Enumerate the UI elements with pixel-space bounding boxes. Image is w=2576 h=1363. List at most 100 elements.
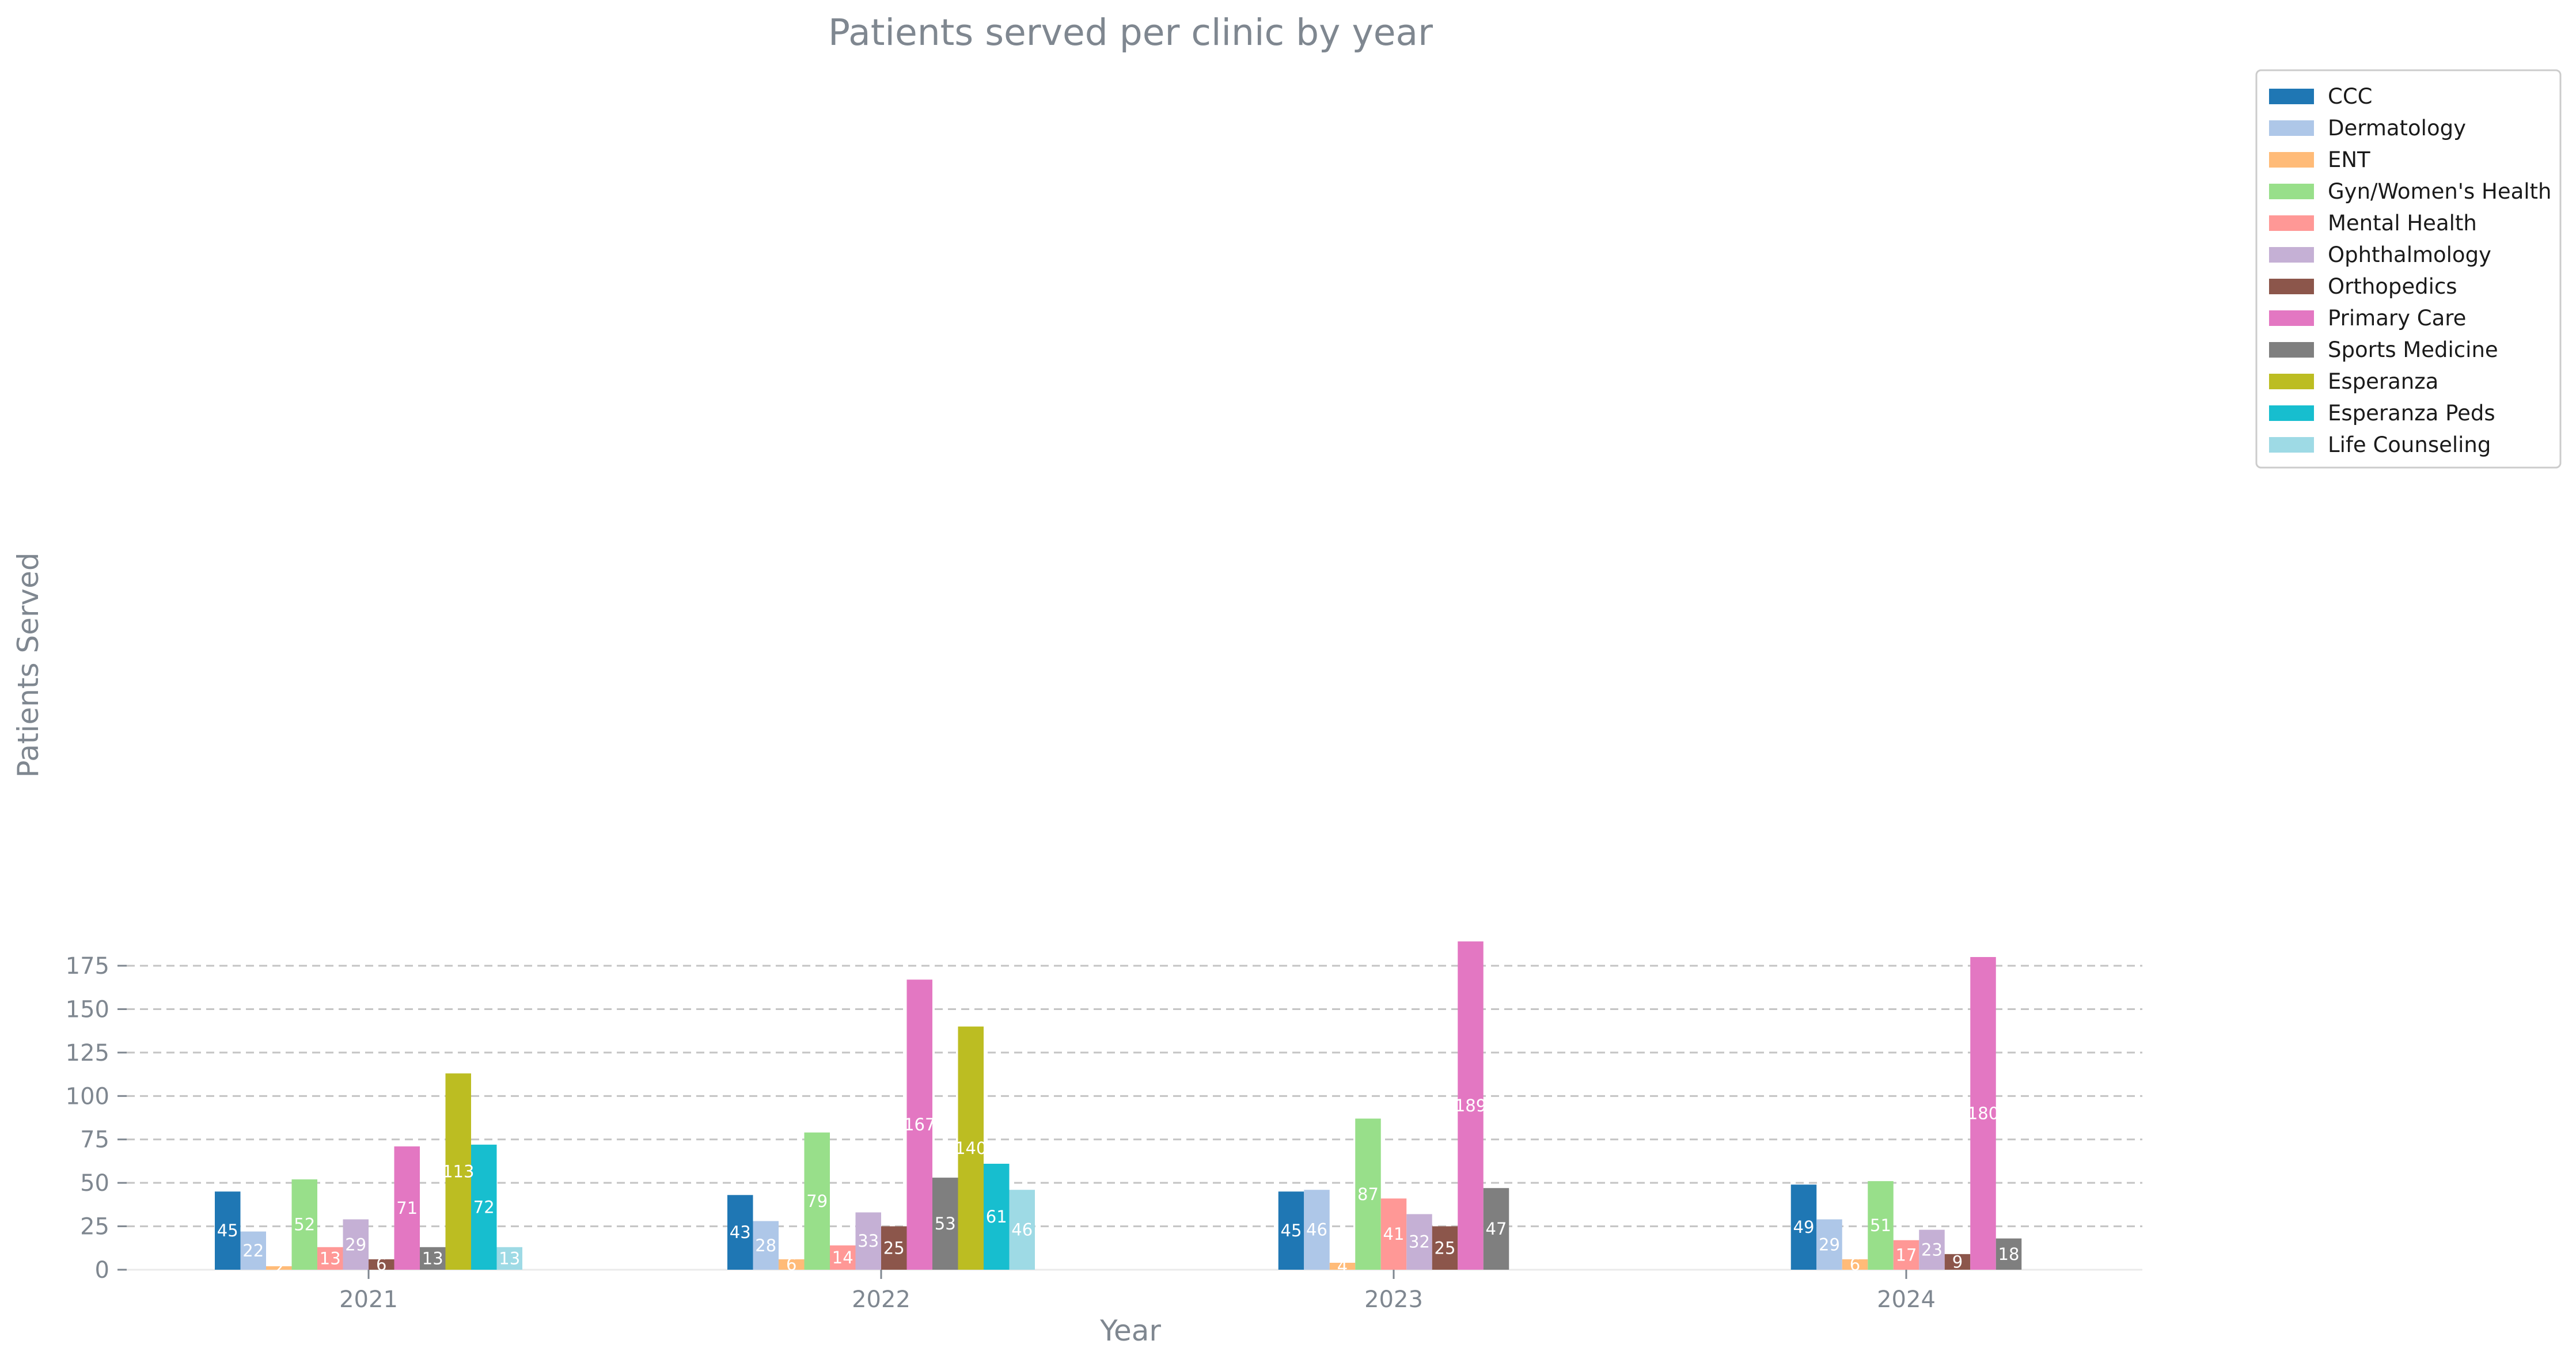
x-tick-label: 2022 <box>852 1286 910 1313</box>
data-label: 46 <box>1306 1220 1327 1240</box>
data-label: 23 <box>1921 1240 1943 1259</box>
y-tick-label: 100 <box>66 1083 109 1110</box>
bar <box>420 1247 446 1270</box>
legend-swatch <box>2269 247 2314 263</box>
bar <box>471 1144 497 1270</box>
y-axis-label: Patients Served <box>12 552 45 777</box>
bar <box>958 1026 984 1270</box>
bar <box>369 1259 394 1270</box>
bar <box>291 1179 317 1270</box>
legend-swatch <box>2269 215 2314 231</box>
bar <box>317 1247 343 1270</box>
x-tick-label: 2021 <box>339 1286 398 1313</box>
data-label: 13 <box>499 1248 520 1268</box>
y-tick-label: 175 <box>66 953 109 979</box>
data-label: 47 <box>1486 1219 1507 1239</box>
bar <box>1790 1184 1817 1270</box>
legend-swatch <box>2269 184 2314 199</box>
data-label: 53 <box>935 1214 956 1233</box>
bar <box>240 1231 266 1270</box>
data-label: 25 <box>1435 1238 1456 1258</box>
legend-label: Esperanza <box>2328 369 2438 394</box>
bar <box>1919 1229 1945 1270</box>
x-axis-label: Year <box>1099 1314 1161 1347</box>
x-tick-label: 2024 <box>1877 1286 1936 1313</box>
bar <box>779 1259 805 1270</box>
bar <box>215 1191 241 1270</box>
bar <box>1355 1118 1381 1270</box>
data-label: 4 <box>1337 1256 1348 1276</box>
legend-label: Sports Medicine <box>2328 337 2498 362</box>
bar <box>932 1178 958 1270</box>
legend-swatch <box>2269 310 2314 326</box>
data-label: 6 <box>786 1255 796 1274</box>
data-label: 45 <box>217 1221 238 1240</box>
bar <box>1816 1219 1842 1270</box>
legend-label: Esperanza Peds <box>2328 401 2495 426</box>
data-label: 9 <box>1952 1252 1963 1271</box>
legend-label: CCC <box>2328 84 2373 109</box>
legend-swatch <box>2269 120 2314 136</box>
y-tick-label: 125 <box>66 1040 109 1066</box>
legend-swatch <box>2269 89 2314 104</box>
data-label: 14 <box>832 1248 853 1267</box>
legend-swatch <box>2269 437 2314 453</box>
data-label: 22 <box>242 1241 264 1261</box>
bar <box>855 1212 881 1270</box>
data-label: 189 <box>1455 1096 1486 1115</box>
data-label: 33 <box>858 1231 879 1251</box>
data-label: 6 <box>376 1255 386 1274</box>
data-label: 51 <box>1870 1216 1891 1235</box>
legend-label: ENT <box>2328 147 2370 172</box>
data-label: 6 <box>1850 1255 1860 1274</box>
bar <box>1483 1188 1509 1270</box>
legend-label: Orthopedics <box>2328 274 2457 299</box>
data-label: 29 <box>1819 1235 1840 1254</box>
legend-swatch <box>2269 152 2314 168</box>
data-label: 87 <box>1357 1184 1379 1204</box>
data-label: 18 <box>1998 1244 2020 1264</box>
y-tick-label: 0 <box>95 1257 109 1284</box>
bar <box>1944 1254 1971 1270</box>
data-label: 71 <box>396 1198 418 1218</box>
data-label: 28 <box>755 1236 776 1255</box>
data-label: 49 <box>1793 1217 1815 1237</box>
bar <box>1329 1262 1356 1270</box>
legend: CCC Dermatology ENT Gyn/Women's Health Menta… <box>2255 69 2562 469</box>
data-label: 79 <box>806 1191 828 1211</box>
data-label: 29 <box>345 1235 366 1254</box>
y-tick-label: 25 <box>80 1214 109 1240</box>
chart-title: Patients served per clinic by year <box>828 12 1433 54</box>
y-tick-label: 75 <box>80 1127 109 1153</box>
legend-label: Life Counseling <box>2328 432 2491 457</box>
bar <box>394 1146 420 1270</box>
bars <box>215 941 2022 1270</box>
bar <box>445 1073 471 1270</box>
legend-label: Dermatology <box>2328 116 2466 141</box>
bar <box>984 1163 1010 1270</box>
legend-label: Primary Care <box>2328 306 2466 331</box>
bar <box>906 979 932 1270</box>
data-label: 52 <box>294 1215 315 1235</box>
bar <box>1970 956 1996 1270</box>
legend-box <box>2255 69 2562 469</box>
bar <box>1380 1198 1407 1270</box>
data-label: 45 <box>1281 1221 1302 1240</box>
bar <box>1893 1240 1919 1270</box>
data-label: 32 <box>1409 1232 1430 1252</box>
legend-swatch <box>2269 342 2314 358</box>
bar <box>1868 1181 1894 1270</box>
data-label: 113 <box>442 1162 474 1182</box>
bar <box>1304 1190 1330 1270</box>
bar <box>881 1226 907 1270</box>
y-tick-label: 150 <box>66 996 109 1023</box>
legend-label: Gyn/Women's Health <box>2328 179 2552 204</box>
data-label: 25 <box>883 1238 905 1258</box>
legend-label: Ophthalmology <box>2328 242 2491 267</box>
bar <box>1432 1226 1458 1270</box>
bar <box>804 1132 830 1270</box>
bar <box>1458 941 1484 1270</box>
legend-swatch <box>2269 279 2314 294</box>
